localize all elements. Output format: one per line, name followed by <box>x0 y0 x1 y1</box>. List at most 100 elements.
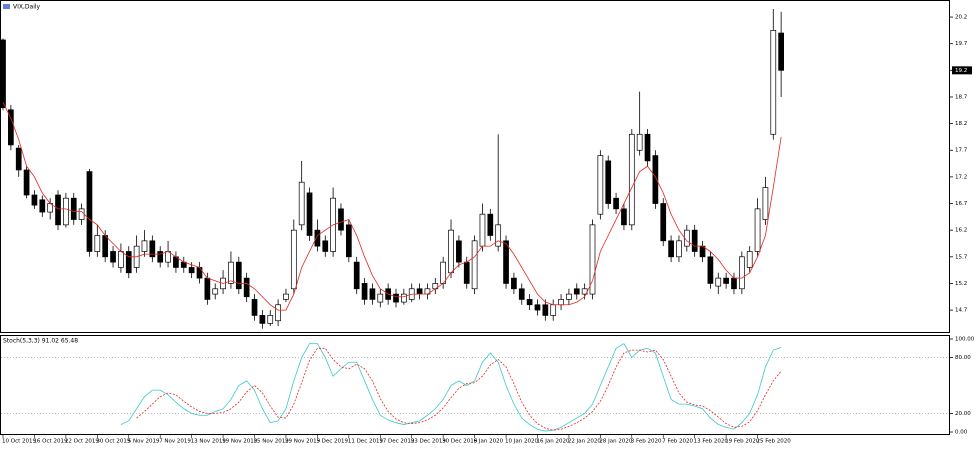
candle-body <box>110 251 116 263</box>
candle-body <box>55 194 61 226</box>
candle-body <box>534 304 541 311</box>
y-tick-label: 0.00 <box>955 430 968 436</box>
candle-body <box>23 169 30 196</box>
y-tick-label: 15.7 <box>955 254 968 260</box>
candle-body <box>456 240 462 263</box>
y-tick-label: 15.2 <box>955 281 967 287</box>
x-tick-label: 10 Jan 2020 <box>505 439 538 445</box>
candle-body <box>149 240 156 258</box>
x-tick-label: 22 Oct 2019 <box>65 439 100 445</box>
x-tick-label: 30 Dec 2019 <box>442 439 478 445</box>
candle-body <box>259 315 266 324</box>
candle-body <box>566 293 572 300</box>
x-tick-label: 7 Nov 2019 <box>159 439 191 445</box>
candle-body <box>550 304 557 316</box>
candle-body <box>542 304 549 316</box>
indicator-title: Stoch(5,3,3) 91.02 65.48 <box>3 338 78 345</box>
y-tick-label: 14.7 <box>955 308 968 314</box>
candle-body <box>621 208 627 226</box>
stoch-line <box>136 347 782 431</box>
candle-body <box>212 288 219 295</box>
candle-body <box>683 229 690 247</box>
candle-body <box>15 147 22 171</box>
last-price-box <box>952 66 972 75</box>
x-tick-label: 16 Oct 2019 <box>33 439 68 445</box>
candle-body <box>416 288 423 295</box>
y-tick-label: 17.7 <box>955 148 968 154</box>
x-tick-label: 23 Dec 2019 <box>411 439 447 445</box>
candle-body <box>0 39 6 108</box>
candle-body <box>652 155 659 204</box>
candle-body <box>377 293 384 303</box>
candle-body <box>731 277 737 290</box>
candle-body <box>86 171 93 252</box>
candle-body <box>644 133 651 162</box>
candle-body <box>518 288 525 300</box>
chart-title: VIX,Daily <box>13 4 41 11</box>
candle-body <box>243 277 250 298</box>
x-tick-label: 13 Feb 2020 <box>694 439 729 445</box>
x-tick-label: 17 Dec 2019 <box>379 439 415 445</box>
candle-body <box>628 133 635 226</box>
candle-body <box>235 261 242 290</box>
candle-body <box>707 256 714 284</box>
candle-body <box>573 288 580 295</box>
candle-body <box>558 299 564 306</box>
candle-body <box>770 30 777 135</box>
candle-body <box>298 181 305 226</box>
candle-body <box>495 224 502 247</box>
candle-body <box>290 229 297 290</box>
candle-body <box>511 277 517 290</box>
candle-body <box>251 299 258 316</box>
x-tick-label: 30 Oct 2019 <box>96 439 131 445</box>
symbol-icon <box>3 4 10 9</box>
candle-body <box>401 293 407 303</box>
candle-body <box>660 203 667 242</box>
candle-body <box>283 293 289 300</box>
candle-body <box>78 208 85 220</box>
candle-body <box>691 229 698 252</box>
candle-body <box>369 288 376 300</box>
candle-body <box>70 197 77 220</box>
x-tick-label: 22 Jan 2020 <box>568 439 601 445</box>
x-tick-label: 25 Nov 2019 <box>254 439 290 445</box>
price-frame <box>0 0 950 333</box>
x-tick-label: 25 Feb 2020 <box>757 439 792 445</box>
y-tick-label: 20.00 <box>955 411 971 417</box>
candle-body <box>762 187 769 220</box>
candle-body <box>353 261 360 290</box>
last-price-label: 19.2 <box>955 68 967 74</box>
candle-body <box>723 277 729 284</box>
candle-body <box>63 197 69 226</box>
x-tick-label: 7 Feb 2020 <box>662 439 693 445</box>
moving-average <box>2 102 782 311</box>
y-tick-label: 16.7 <box>955 201 968 207</box>
candle-body <box>440 261 447 284</box>
candle-body <box>715 277 722 287</box>
x-tick-label: 19 Nov 2019 <box>222 439 258 445</box>
candle-body <box>31 194 38 206</box>
x-tick-label: 3 Feb 2020 <box>631 439 662 445</box>
candle-body <box>196 267 203 279</box>
candle-body <box>157 251 164 263</box>
candle-body <box>605 160 612 204</box>
candle-body <box>94 235 101 252</box>
candle-body <box>125 251 132 274</box>
x-tick-label: 5 Dec 2019 <box>316 439 348 445</box>
candle-body <box>597 155 604 215</box>
candle-body <box>393 293 399 303</box>
candle-body <box>463 261 470 284</box>
y-tick-label: 17.2 <box>955 174 967 180</box>
x-tick-label: 16 Jan 2020 <box>536 439 569 445</box>
y-tick-label: 18.2 <box>955 121 967 127</box>
candle-body <box>589 224 596 295</box>
candle-body <box>188 267 195 274</box>
x-tick-label: 13 Nov 2019 <box>191 439 227 445</box>
candle-body <box>636 133 643 151</box>
candle-body <box>738 256 745 290</box>
candle-body <box>746 251 753 268</box>
x-tick-label: 29 Nov 2019 <box>285 439 321 445</box>
candle-body <box>118 251 124 268</box>
candle-body <box>754 208 761 252</box>
